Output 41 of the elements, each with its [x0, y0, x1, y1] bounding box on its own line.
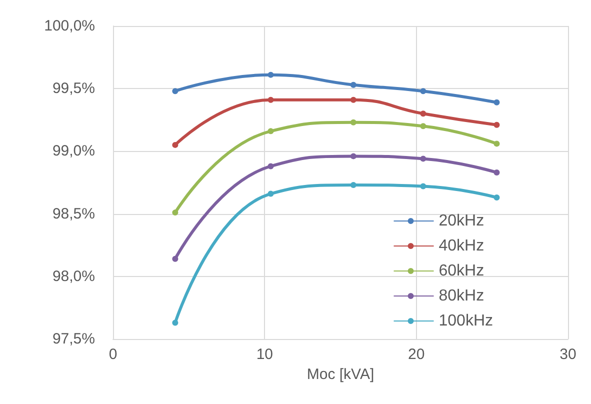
y-tick-label: 98,5%: [52, 205, 95, 222]
x-tick-label: 0: [108, 346, 118, 363]
point: [172, 88, 178, 94]
point: [268, 163, 274, 170]
legend-label: 100kHz: [438, 312, 493, 330]
point: [420, 88, 426, 94]
point: [268, 128, 274, 134]
x-tick-label: 10: [256, 346, 274, 363]
point: [420, 110, 426, 117]
point: [494, 140, 500, 147]
y-tick-label: 100,0%: [44, 18, 95, 34]
point: [172, 142, 178, 148]
y-tick-label: 97,5%: [52, 330, 95, 348]
legend-label: 80kHz: [438, 288, 484, 304]
point: [172, 320, 178, 326]
point: [268, 190, 274, 197]
x-tick-label: 30: [560, 346, 576, 363]
point: [420, 183, 426, 190]
point: [350, 96, 356, 103]
y-tick-label: 98,0%: [52, 268, 95, 285]
x-tick-label: 20: [408, 346, 425, 363]
point: [420, 156, 426, 162]
point: [494, 99, 500, 106]
point: [268, 72, 274, 78]
point: [172, 256, 178, 262]
legend-label: 20kHz: [438, 212, 484, 230]
point: [350, 119, 356, 126]
point: [350, 82, 356, 88]
point: [494, 169, 500, 176]
y-tick-label: 99,0%: [52, 142, 95, 160]
y-tick-label: 99,5%: [52, 80, 95, 98]
point: [494, 122, 500, 128]
point: [420, 123, 426, 130]
legend-label: 40kHz: [438, 238, 484, 254]
x-axis-title: Moc [kVA]: [306, 366, 374, 383]
point: [350, 153, 356, 160]
legend-label: 60kHz: [438, 262, 484, 280]
point: [494, 194, 500, 201]
point: [268, 96, 274, 103]
point: [172, 210, 178, 216]
point: [350, 182, 356, 188]
